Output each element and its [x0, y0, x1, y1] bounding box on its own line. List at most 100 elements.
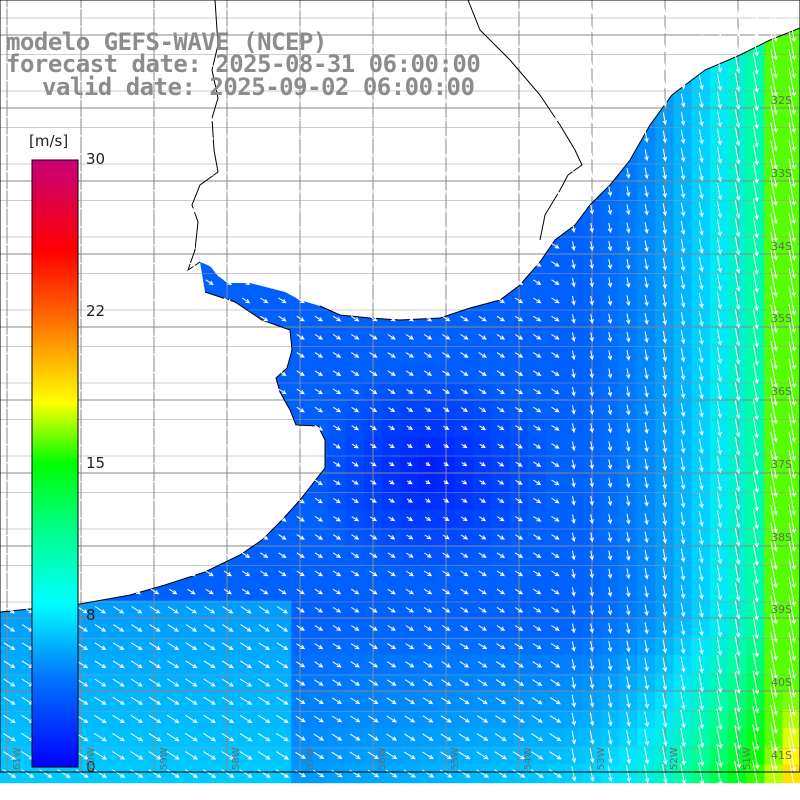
wind-arrow	[369, 97, 378, 103]
wind-arrow	[387, 97, 396, 103]
wind-arrow	[205, 224, 214, 231]
wind-arrow	[533, 188, 542, 194]
wind-arrow	[734, 0, 741, 20]
lon-label: 56W	[377, 747, 388, 770]
wind-arrow	[442, 133, 451, 140]
wind-arrow	[223, 315, 233, 322]
wind-arrow	[589, 295, 594, 306]
wind-arrow	[571, 41, 576, 51]
wind-arrow	[551, 279, 560, 285]
wind-arrow	[78, 97, 87, 103]
lat-label: 32S	[771, 94, 792, 107]
wind-arrow	[96, 206, 105, 213]
wind-arrow	[223, 170, 233, 176]
wind-arrow	[296, 6, 305, 12]
wind-arrow	[680, 293, 686, 308]
wind-arrow	[296, 170, 305, 176]
wind-arrow	[680, 239, 686, 254]
wind-arrow	[314, 206, 324, 213]
wind-arrow	[223, 297, 233, 304]
wind-arrow	[96, 242, 105, 249]
wind-arrow	[5, 315, 14, 322]
wind-arrow	[314, 315, 324, 322]
wind-arrow	[442, 297, 451, 304]
wind-arrow	[405, 297, 415, 304]
wind-arrow	[644, 94, 649, 107]
wind-arrow	[571, 132, 576, 142]
wind-arrow	[589, 150, 594, 161]
wind-arrow	[680, 166, 686, 181]
wind-arrow	[644, 276, 649, 289]
wind-arrow	[589, 186, 594, 197]
wind-arrow	[59, 42, 69, 49]
wind-arrow	[314, 151, 324, 158]
wind-arrow	[41, 24, 51, 31]
wind-arrow	[205, 261, 214, 267]
wind-arrow	[496, 115, 506, 122]
wind-arrow	[314, 42, 324, 49]
wind-arrow	[351, 279, 360, 285]
wind-arrow	[770, 231, 778, 261]
wind-arrow	[169, 188, 178, 194]
wind-arrow	[369, 170, 378, 176]
wind-arrow	[662, 75, 667, 89]
wind-arrow	[478, 151, 487, 158]
wind-arrow	[241, 97, 251, 103]
wind-arrow	[59, 133, 69, 140]
title-valid-date: valid date: 2025-09-02 06:00:00	[42, 73, 475, 101]
wind-arrow	[369, 261, 378, 267]
wind-arrow	[114, 297, 123, 304]
wind-arrow	[496, 261, 506, 267]
wind-arrow	[626, 113, 631, 125]
wind-arrow	[589, 204, 594, 215]
wind-arrow	[223, 42, 233, 49]
wind-arrow	[478, 297, 487, 304]
wind-arrow	[788, 268, 796, 298]
wind-arrow	[680, 275, 686, 290]
wind-arrow	[150, 297, 160, 304]
wind-arrow	[514, 297, 524, 304]
wind-arrow	[644, 76, 649, 89]
wind-arrow	[23, 97, 32, 103]
wind-arrow	[644, 258, 649, 271]
wind-arrow	[680, 129, 686, 145]
wind-arrow	[296, 206, 305, 213]
wind-arrow	[369, 188, 378, 194]
wind-arrow	[332, 315, 342, 322]
wind-arrow	[734, 163, 741, 183]
colorbar-tick-label: 8	[86, 606, 96, 624]
wind-arrow	[241, 297, 251, 304]
wind-arrow	[132, 133, 142, 140]
wind-arrow	[187, 97, 196, 103]
wind-arrow	[369, 315, 378, 322]
wind-arrow	[150, 42, 160, 49]
wind-arrow	[460, 224, 469, 231]
wind-arrow	[752, 144, 759, 166]
wind-arrow	[205, 42, 214, 49]
wind-arrow	[478, 79, 487, 85]
wind-arrow	[753, 0, 759, 21]
wind-arrow	[169, 151, 178, 158]
wind-arrow	[571, 241, 576, 252]
wind-arrow	[734, 127, 741, 147]
wind-arrow	[788, 67, 796, 97]
wind-arrow	[169, 261, 178, 267]
lat-label: 34S	[771, 240, 792, 253]
lat-label: 41S	[771, 749, 792, 762]
wind-arrow	[405, 224, 415, 231]
wind-arrow	[626, 22, 631, 34]
wind-arrow	[644, 40, 649, 52]
wind-arrow	[187, 206, 196, 213]
wind-arrow	[607, 95, 613, 106]
wind-arrow	[332, 224, 342, 231]
wind-arrow	[132, 261, 142, 267]
wind-arrow	[423, 97, 433, 103]
wind-arrow	[551, 115, 560, 122]
wind-arrow	[351, 224, 360, 231]
wind-arrow	[533, 315, 542, 322]
wind-arrow	[752, 90, 759, 112]
wind-arrow	[644, 185, 649, 198]
wind-arrow	[423, 24, 433, 31]
wind-arrow	[187, 261, 196, 267]
